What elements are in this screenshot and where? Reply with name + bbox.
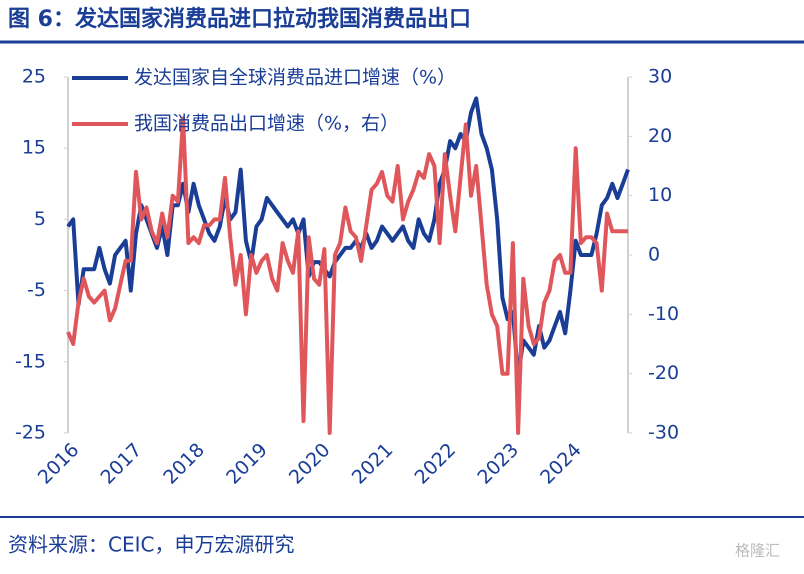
series-line	[66, 96, 630, 378]
title: 图 6：发达国家消费品进口拉动我国消费品出口	[8, 6, 471, 32]
y2-tick-label: 20	[648, 125, 672, 147]
x-tick-label: 2018	[159, 439, 209, 489]
y2-tick-label: -20	[648, 362, 679, 384]
y-tick-label: -5	[27, 279, 46, 301]
x-tick-label: 2022	[410, 439, 460, 489]
series-line	[66, 116, 628, 435]
y-tick-label: -25	[15, 422, 46, 444]
y2-tick-label: -30	[648, 422, 679, 444]
x-tick-label: 2017	[96, 439, 146, 489]
x-tick-label: 2019	[222, 439, 272, 489]
x-tick-label: 2024	[536, 439, 586, 489]
y2-tick-label: 0	[648, 244, 660, 266]
y-tick-label: 5	[34, 208, 46, 230]
y-tick-label: 25	[22, 66, 46, 88]
y2-tick-label: -10	[648, 303, 679, 325]
y2-tick-label: 30	[648, 66, 672, 88]
y2-tick-label: 10	[648, 184, 672, 206]
y-tick-label: 15	[22, 137, 46, 159]
x-tick-label: 2021	[348, 439, 398, 489]
y-tick-label: -15	[15, 350, 46, 372]
x-tick-label: 2016	[34, 439, 84, 489]
watermark: 格隆汇	[735, 542, 780, 560]
legend-label: 发达国家自全球消费品进口增速（%）	[134, 67, 456, 89]
source: 资料来源：CEIC，申万宏源研究	[8, 533, 294, 557]
legend-label: 我国消费品出口增速（%，右）	[134, 113, 399, 135]
x-tick-label: 2020	[285, 439, 335, 489]
x-tick-label: 2023	[473, 439, 523, 489]
